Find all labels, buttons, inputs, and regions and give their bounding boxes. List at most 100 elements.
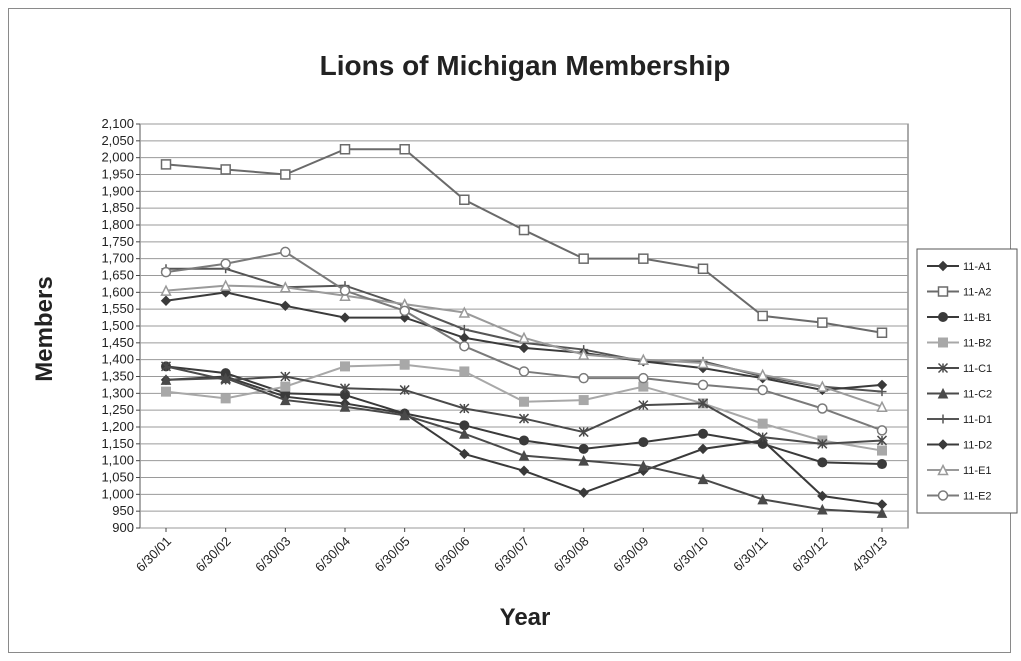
legend-marker	[937, 490, 949, 501]
data-point	[160, 266, 172, 278]
legend-marker	[938, 337, 948, 348]
y-tick-label: 1,700	[101, 251, 134, 266]
x-tick-label: 6/30/07	[491, 534, 532, 575]
data-point	[459, 340, 470, 352]
data-point	[220, 372, 231, 384]
data-point	[757, 310, 768, 322]
legend-item: 11-D2	[927, 439, 992, 452]
y-tick-label: 1,200	[101, 419, 134, 434]
data-point	[877, 445, 887, 456]
data-point	[519, 435, 529, 446]
data-point	[756, 368, 769, 381]
data-point	[876, 327, 888, 338]
legend-item: 11-D1	[927, 414, 992, 426]
data-point	[339, 285, 351, 296]
series-11-E1	[160, 279, 888, 413]
data-point	[518, 465, 530, 476]
data-point	[817, 490, 828, 502]
data-point	[578, 427, 589, 438]
data-point	[697, 379, 709, 391]
legend: 11-A1 11-A2 11-B1 11-B2 11-C1 11-C2 11-D1 11-D2…	[916, 248, 1018, 514]
y-tick-label: 1,050	[101, 470, 134, 485]
data-point	[578, 443, 589, 454]
data-point	[817, 503, 828, 515]
data-point	[638, 372, 649, 384]
y-tick-label: 1,300	[101, 385, 134, 400]
legend-item: 11-E2	[927, 490, 992, 503]
data-point	[757, 493, 768, 505]
data-point	[876, 507, 888, 518]
data-point	[399, 359, 410, 370]
y-tick-label: 900	[112, 520, 134, 535]
data-point	[698, 428, 708, 439]
legend-marker	[937, 286, 949, 297]
data-point	[578, 455, 589, 466]
data-point	[817, 457, 828, 468]
y-tick-label: 1,850	[101, 200, 134, 215]
legend-item: 11-B1	[927, 312, 992, 324]
data-point	[160, 284, 172, 296]
legend-item: 11-C2	[927, 387, 992, 401]
data-point	[816, 380, 829, 392]
data-point	[518, 342, 530, 354]
data-point	[817, 403, 828, 414]
chart-title: Lions of Michigan Membership	[320, 50, 731, 81]
data-point	[518, 224, 530, 236]
data-point	[399, 384, 410, 395]
data-point	[279, 281, 292, 293]
y-tick-label: 2,000	[101, 150, 134, 165]
data-point	[876, 435, 888, 446]
x-tick-label: 6/30/02	[193, 534, 234, 575]
data-point	[697, 356, 709, 369]
data-point	[637, 353, 650, 365]
y-tick-label: 1,550	[101, 301, 134, 316]
legend-item: 11-B2	[927, 337, 992, 350]
data-point	[876, 400, 888, 413]
data-point	[817, 317, 828, 328]
y-tick-label: 1,500	[101, 318, 134, 333]
data-point	[518, 366, 530, 377]
legend-label: 11-A2	[963, 287, 992, 299]
y-tick-label: 2,100	[101, 116, 134, 131]
data-point	[817, 438, 828, 449]
data-point	[220, 258, 231, 269]
y-tick-label: 1,600	[101, 284, 134, 299]
data-point	[339, 144, 351, 155]
y-tick-label: 1,100	[101, 453, 134, 468]
data-point	[280, 169, 291, 180]
data-point	[697, 398, 709, 409]
legend-item: 11-A1	[927, 260, 992, 273]
data-point	[757, 418, 768, 429]
data-point	[459, 366, 470, 377]
data-point	[280, 394, 291, 406]
y-tick-label: 1,450	[101, 335, 134, 350]
y-tick-label: 1,400	[101, 352, 134, 367]
data-point	[339, 383, 351, 394]
y-tick-label: 1,350	[101, 369, 134, 384]
data-point	[340, 361, 350, 372]
legend-marker	[937, 260, 949, 272]
data-point	[220, 164, 231, 175]
legend-item: 11-C1	[927, 362, 992, 375]
data-point	[638, 460, 649, 471]
x-tick-label: 4/30/13	[849, 534, 890, 575]
legend-marker	[937, 362, 949, 374]
data-point	[280, 246, 291, 258]
data-point	[458, 306, 471, 318]
data-point	[459, 428, 470, 439]
x-tick-label: 6/30/08	[551, 534, 592, 575]
data-point	[877, 459, 887, 470]
data-point	[638, 381, 649, 392]
legend-marker	[937, 439, 949, 450]
x-tick-label: 6/30/06	[431, 534, 472, 575]
legend-label: 11-D2	[963, 440, 992, 452]
data-point	[160, 159, 172, 170]
data-point	[459, 194, 470, 205]
data-point	[399, 144, 410, 155]
x-tick-label: 6/30/09	[610, 534, 651, 575]
data-point	[519, 396, 529, 407]
x-tick-label: 6/30/12	[789, 534, 830, 575]
x-tick-label: 6/30/04	[312, 534, 353, 575]
